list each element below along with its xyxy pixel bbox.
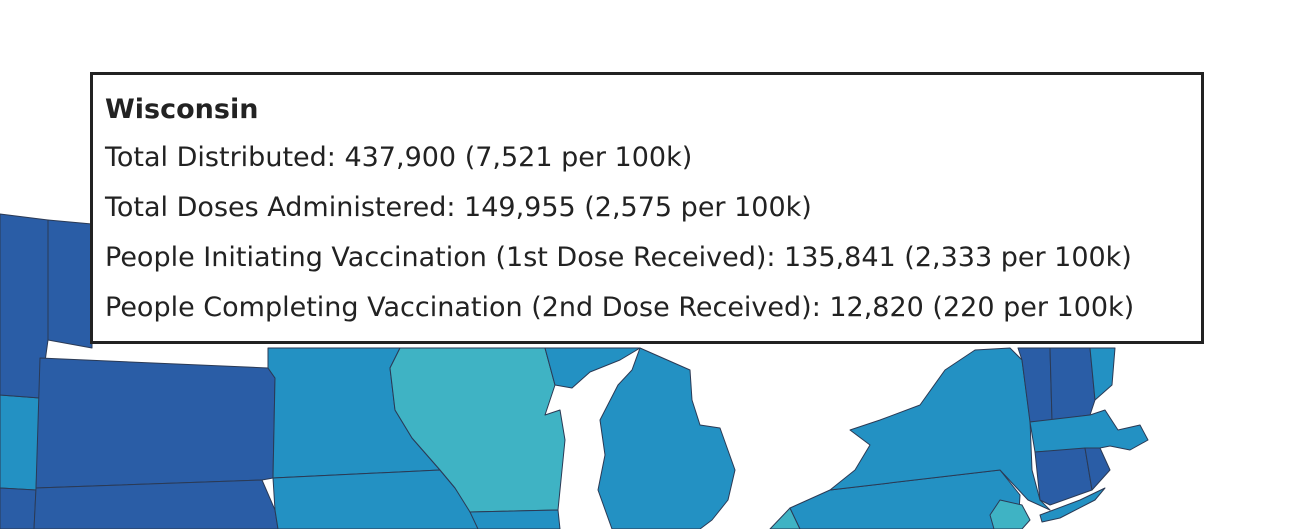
tooltip-people-initiating: People Initiating Vaccination (1st Dose …: [105, 242, 1132, 273]
region-long-island[interactable]: [1039, 487, 1106, 523]
region-new-hampshire[interactable]: [1049, 347, 1096, 421]
tooltip-total-administered: Total Doses Administered: 149,955 (2,575…: [105, 192, 812, 223]
region-rhode-island[interactable]: [1084, 447, 1111, 491]
tooltip-total-distributed: Total Distributed: 437,900 (7,521 per 10…: [105, 142, 693, 173]
region-maine[interactable]: [1089, 347, 1116, 401]
region-idaho[interactable]: [0, 394, 41, 491]
region-michigan[interactable]: [597, 347, 736, 529]
region-north-dakota[interactable]: [47, 219, 93, 349]
region-south-dakota[interactable]: [35, 357, 276, 489]
tooltip-people-completing: People Completing Vaccination (2nd Dose …: [105, 292, 1135, 323]
region-connecticut[interactable]: [1034, 447, 1093, 506]
tooltip-title: Wisconsin: [105, 94, 259, 125]
state-tooltip: Wisconsin Total Distributed: 437,900 (7,…: [90, 72, 1204, 344]
region-illinois[interactable]: [469, 509, 561, 529]
region-nebraska[interactable]: [33, 479, 279, 529]
region-wyoming[interactable]: [0, 487, 37, 529]
region-new-jersey[interactable]: [989, 499, 1031, 529]
region-new-york[interactable]: [829, 347, 1051, 511]
